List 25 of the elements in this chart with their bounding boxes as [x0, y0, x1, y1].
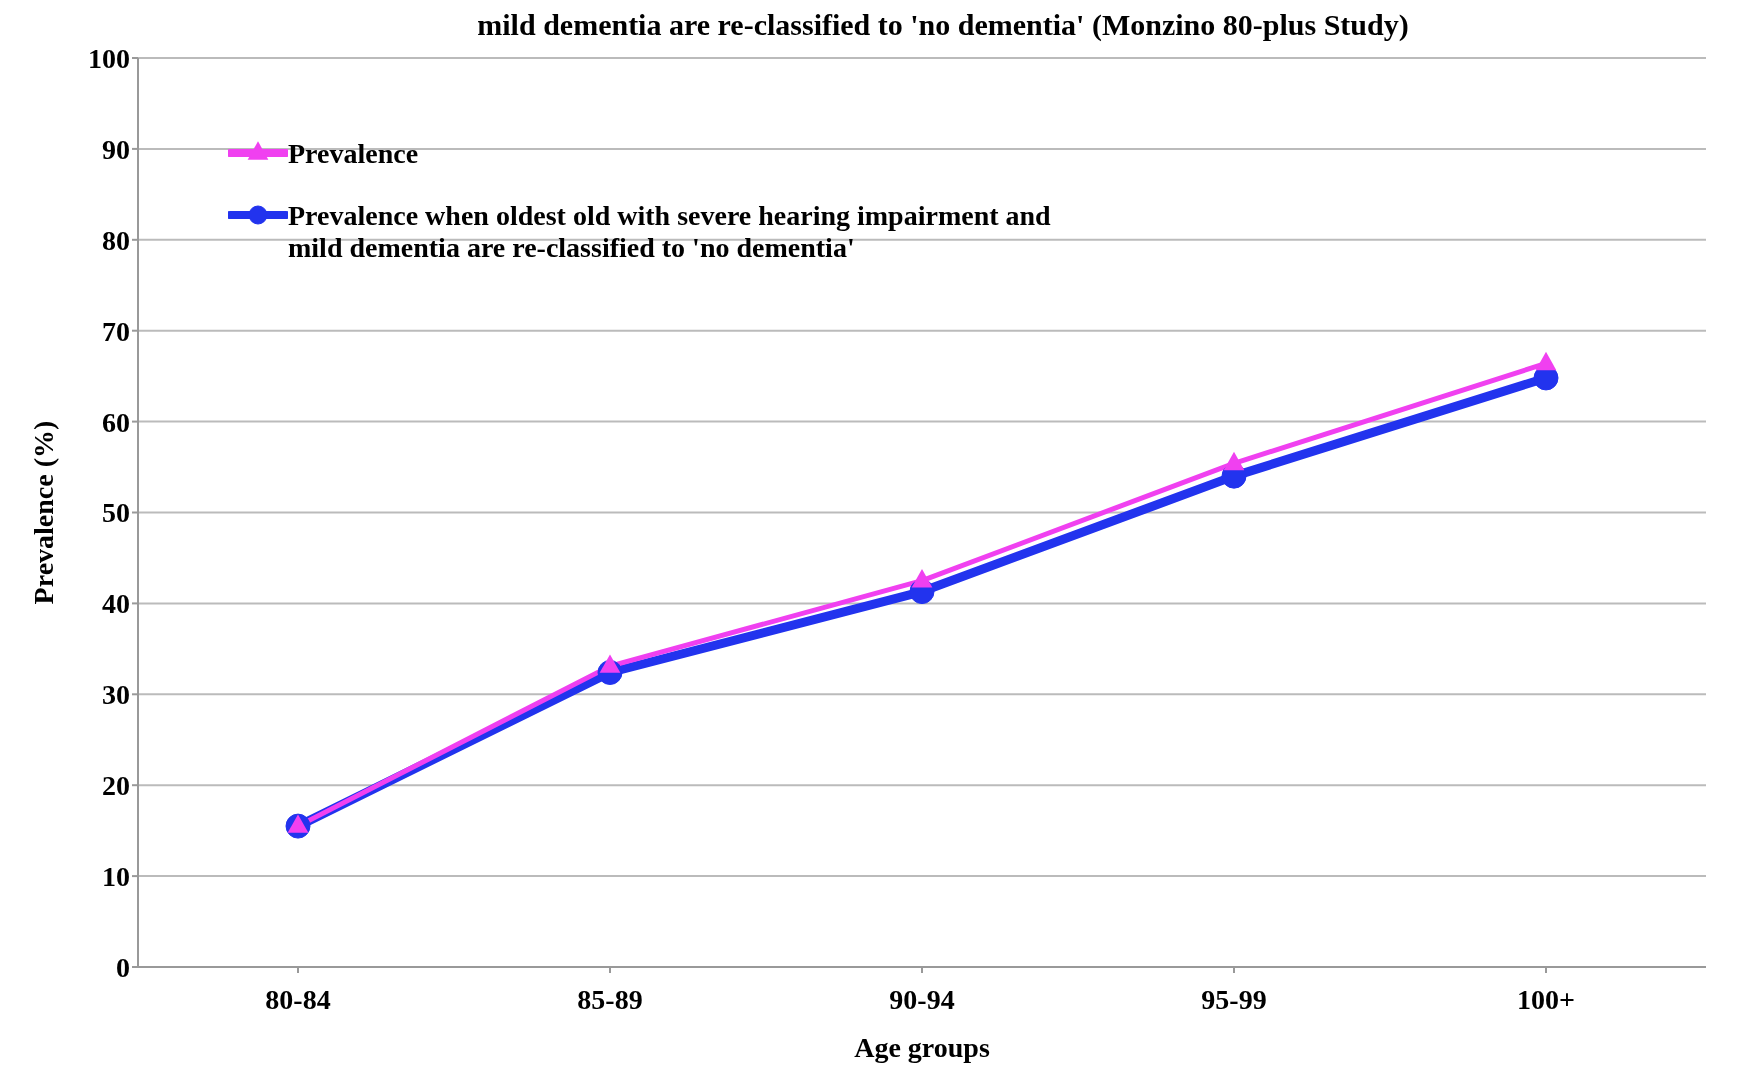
x-tick-label: 95-99 — [1201, 983, 1267, 1015]
y-tick-label: 60 — [102, 406, 130, 438]
y-tick-label: 50 — [102, 497, 130, 529]
y-tick-label: 20 — [102, 770, 130, 802]
point — [1535, 351, 1557, 371]
y-tick-label: 30 — [102, 679, 130, 711]
y-axis-title: Prevalence (%) — [27, 420, 59, 605]
y-tick-label: 0 — [116, 951, 130, 983]
x-axis-title: Age groups — [854, 1032, 990, 1063]
point — [1223, 451, 1245, 471]
x-tick-label: 80-84 — [265, 983, 331, 1015]
legend-label: Prevalence — [288, 138, 419, 170]
legend-label: Prevalence when oldest old with severe hearing impairment and mild dementia are re-classified to 'no dementia' — [288, 200, 1052, 264]
y-tick-label: 70 — [102, 315, 130, 347]
chart-title: mild dementia are re-classified to 'no dementia' (Monzino 80-plus Study) — [476, 8, 1410, 42]
x-tick-label: 85-89 — [577, 983, 643, 1015]
y-tick-label: 10 — [102, 861, 130, 893]
x-tick-label: 90-94 — [889, 983, 955, 1015]
y-tick-label: 40 — [102, 588, 130, 620]
y-tick-label: 90 — [102, 133, 130, 165]
x-tick-label: 100+ — [1517, 983, 1575, 1015]
y-tick-label: 80 — [102, 224, 130, 256]
y-tick-label: 100 — [88, 42, 130, 74]
point — [911, 568, 933, 588]
point — [599, 654, 621, 673]
